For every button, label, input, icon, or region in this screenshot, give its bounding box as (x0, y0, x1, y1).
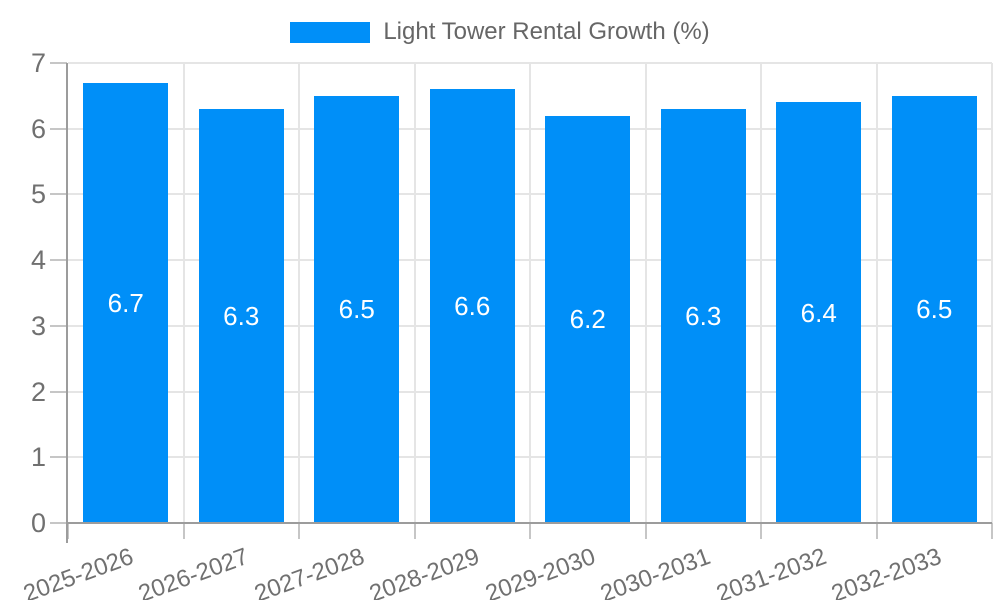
x-gridline (182, 63, 185, 523)
legend-swatch (290, 21, 371, 43)
y-tick-mark (50, 193, 67, 196)
x-tick-mark (991, 523, 993, 539)
y-tick-label: 7 (30, 48, 46, 78)
y-tick-label: 2 (30, 376, 46, 407)
x-gridline (760, 63, 762, 523)
x-tick-label: 2025-2026 (19, 543, 137, 600)
x-tick-mark (413, 523, 416, 539)
x-tick-mark (644, 523, 647, 539)
bar[interactable] (314, 95, 400, 523)
x-tick-label: 2032-2033 (828, 543, 946, 600)
y-tick-mark (50, 522, 67, 524)
y-tick-mark (50, 62, 67, 64)
y-tick-mark (50, 259, 67, 262)
x-tick-label: 2029-2030 (481, 543, 599, 600)
y-tick-mark (50, 324, 67, 327)
x-tick-label: 2031-2032 (712, 543, 830, 600)
x-tick-mark (529, 523, 531, 539)
bar[interactable] (198, 109, 284, 523)
bar[interactable] (83, 82, 169, 523)
x-gridline (991, 63, 993, 523)
y-tick-label: 6 (30, 113, 46, 144)
bar-value-label: 6.3 (685, 301, 722, 331)
x-tick-mark (298, 523, 300, 539)
x-gridline (875, 63, 878, 523)
x-tick-label: 2027-2028 (250, 543, 368, 600)
y-tick-label: 1 (30, 442, 46, 473)
bar[interactable] (660, 109, 746, 523)
x-tick-label: 2028-2029 (366, 543, 484, 600)
x-tick-mark (875, 523, 878, 539)
y-tick-mark (50, 127, 67, 130)
y-axis-line (66, 63, 68, 543)
bar-value-label: 6.2 (569, 304, 606, 335)
x-tick-mark (182, 523, 185, 539)
bar[interactable] (545, 115, 631, 523)
x-gridline (413, 63, 416, 523)
x-axis-line (66, 522, 992, 524)
x-tick-mark (67, 523, 69, 539)
y-tick-label: 3 (30, 310, 46, 341)
legend-item[interactable]: Light Tower Rental Growth (%) (0, 18, 1000, 45)
y-tick-mark (50, 456, 67, 459)
bar-value-label: 6.3 (223, 301, 260, 331)
x-tick-label: 2026-2027 (135, 543, 253, 600)
bar[interactable] (891, 95, 977, 523)
bar-value-label: 6.5 (338, 294, 375, 325)
bar-value-label: 6.6 (454, 291, 491, 322)
x-gridline (298, 63, 300, 523)
bar[interactable] (429, 89, 515, 523)
x-gridline (644, 63, 647, 523)
bar-value-label: 6.7 (107, 287, 144, 318)
y-tick-label: 4 (30, 245, 46, 276)
bar-value-label: 6.4 (800, 297, 837, 328)
bar-value-label: 6.5 (916, 294, 953, 325)
x-gridline (529, 63, 531, 523)
bar[interactable] (776, 102, 862, 523)
y-tick-label: 5 (30, 179, 46, 210)
x-tick-label: 2030-2031 (597, 543, 715, 600)
legend-label: Light Tower Rental Growth (%) (383, 18, 710, 45)
x-tick-mark (760, 523, 762, 539)
y-tick-label: 0 (30, 508, 46, 538)
y-tick-mark (50, 390, 67, 393)
